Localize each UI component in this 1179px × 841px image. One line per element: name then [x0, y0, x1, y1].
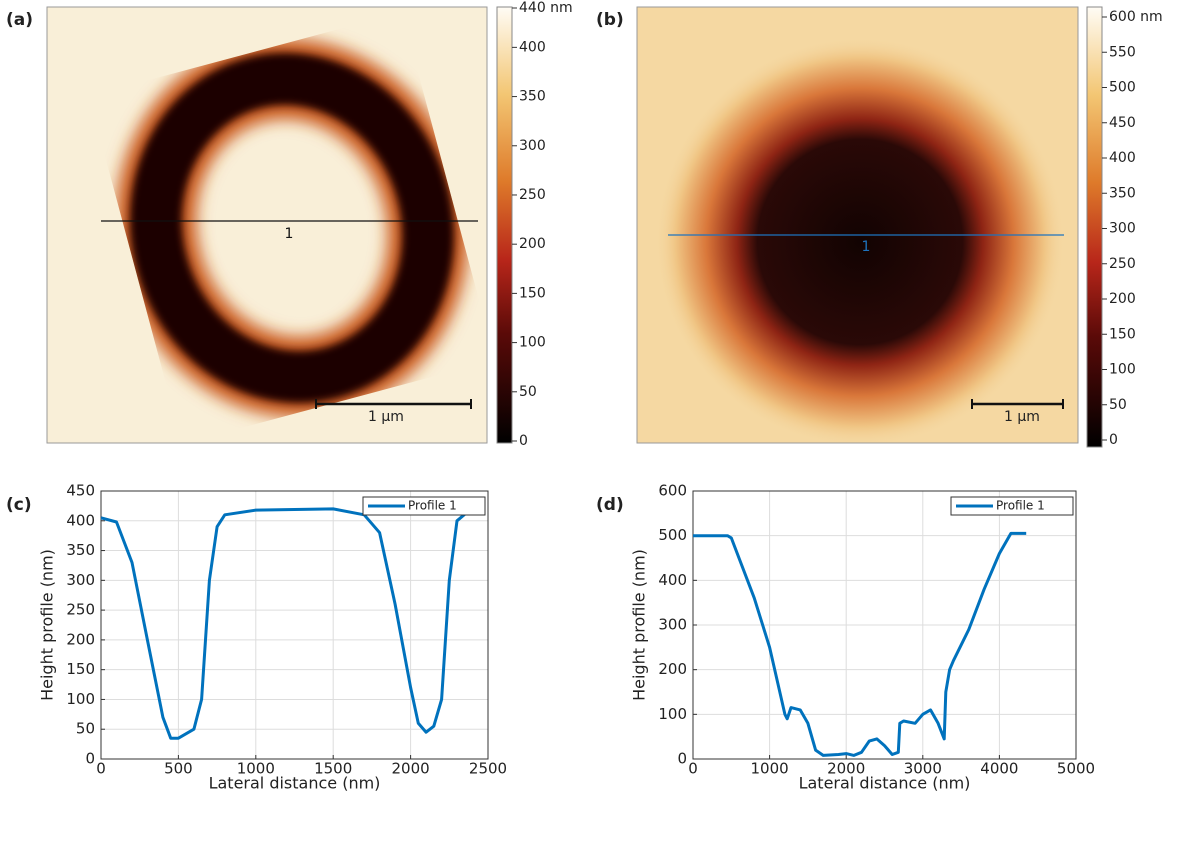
colorbar-tick-label: 200	[519, 236, 546, 252]
x-axis-label: Lateral distance (nm)	[799, 774, 971, 793]
legend-label: Profile 1	[408, 499, 457, 513]
y-tick-label: 50	[76, 720, 95, 738]
profile-curve	[693, 531, 1027, 757]
y-tick-label: 600	[658, 482, 687, 500]
x-tick-label: 5000	[1057, 760, 1095, 778]
panel-label: (c)	[6, 495, 32, 515]
y-tick-label: 250	[66, 601, 95, 619]
scale-bar-label: 1 µm	[368, 409, 404, 425]
profile-label: 1	[862, 239, 871, 255]
image-frame	[636, 6, 1079, 444]
x-axis-label: Lateral distance (nm)	[209, 774, 381, 793]
colorbar-tick-label: 300	[1109, 221, 1136, 237]
panel-label: (d)	[596, 495, 624, 515]
y-tick-label: 0	[677, 750, 687, 768]
x-tick-label: 0	[688, 760, 698, 778]
panel-label: (b)	[596, 10, 624, 30]
y-tick-label: 200	[658, 660, 687, 678]
x-tick-label: 0	[96, 760, 106, 778]
y-tick-label: 400	[658, 571, 687, 589]
y-tick-label: 100	[66, 690, 95, 708]
colorbar-tick-label: 50	[519, 384, 537, 400]
colorbar-tick-label: 600 nm	[1109, 9, 1163, 25]
colorbar-tick-label: 0	[1109, 432, 1118, 448]
colorbar-tick-label: 450	[1109, 115, 1136, 131]
y-tick-label: 300	[658, 616, 687, 634]
y-tick-label: 300	[66, 571, 95, 589]
y-axis-label: Height profile (nm)	[630, 549, 649, 701]
colorbar-tick-label: 440 nm	[519, 0, 573, 16]
colorbar-tick-label: 200	[1109, 291, 1136, 307]
colorbar	[1086, 6, 1103, 448]
x-tick-label: 2500	[469, 760, 507, 778]
x-tick-label: 1500	[314, 760, 352, 778]
colorbar-tick-label: 500	[1109, 80, 1136, 96]
profile-curve	[100, 504, 478, 740]
colorbar-tick-label: 350	[519, 89, 546, 105]
legend-box	[362, 496, 486, 516]
colorbar-tick-label: 100	[1109, 362, 1136, 378]
y-tick-label: 400	[66, 511, 95, 529]
afm-image	[637, 7, 1078, 443]
colorbar-tick-label: 100	[519, 335, 546, 351]
crater	[655, 37, 1065, 443]
colorbar-tick-label: 400	[519, 39, 546, 55]
colorbar	[496, 6, 513, 444]
x-tick-label: 4000	[980, 760, 1018, 778]
x-tick-label: 2000	[392, 760, 430, 778]
afm-image	[47, 7, 487, 443]
y-tick-label: 500	[658, 526, 687, 544]
plot-frame	[692, 490, 1077, 760]
panel-label: (a)	[6, 10, 33, 30]
y-tick-label: 200	[66, 630, 95, 648]
x-tick-label: 1000	[237, 760, 275, 778]
profile-label: 1	[285, 226, 294, 242]
colorbar-tick-label: 150	[1109, 326, 1136, 342]
plot-frame	[100, 490, 489, 760]
scale-bar-label: 1 µm	[1004, 409, 1040, 425]
y-axis-label: Height profile (nm)	[38, 549, 57, 701]
colorbar-tick-label: 250	[1109, 256, 1136, 272]
colorbar-tick-label: 350	[1109, 185, 1136, 201]
colorbar-tick-label: 250	[519, 187, 546, 203]
x-tick-label: 3000	[904, 760, 942, 778]
colorbar-tick-label: 150	[519, 285, 546, 301]
colorbar-tick-label: 0	[519, 433, 528, 449]
ring	[129, 52, 455, 404]
colorbar-tick-label: 550	[1109, 44, 1136, 60]
legend-label: Profile 1	[996, 499, 1045, 513]
x-tick-label: 500	[164, 760, 193, 778]
y-tick-label: 0	[85, 750, 95, 768]
image-frame	[46, 6, 488, 444]
colorbar-tick-label: 400	[1109, 150, 1136, 166]
x-tick-label: 2000	[827, 760, 865, 778]
legend-box	[950, 496, 1074, 516]
x-tick-label: 1000	[751, 760, 789, 778]
y-tick-label: 100	[658, 705, 687, 723]
y-tick-label: 450	[66, 482, 95, 500]
y-tick-label: 350	[66, 541, 95, 559]
y-tick-label: 150	[66, 660, 95, 678]
colorbar-tick-label: 50	[1109, 397, 1127, 413]
colorbar-tick-label: 300	[519, 138, 546, 154]
